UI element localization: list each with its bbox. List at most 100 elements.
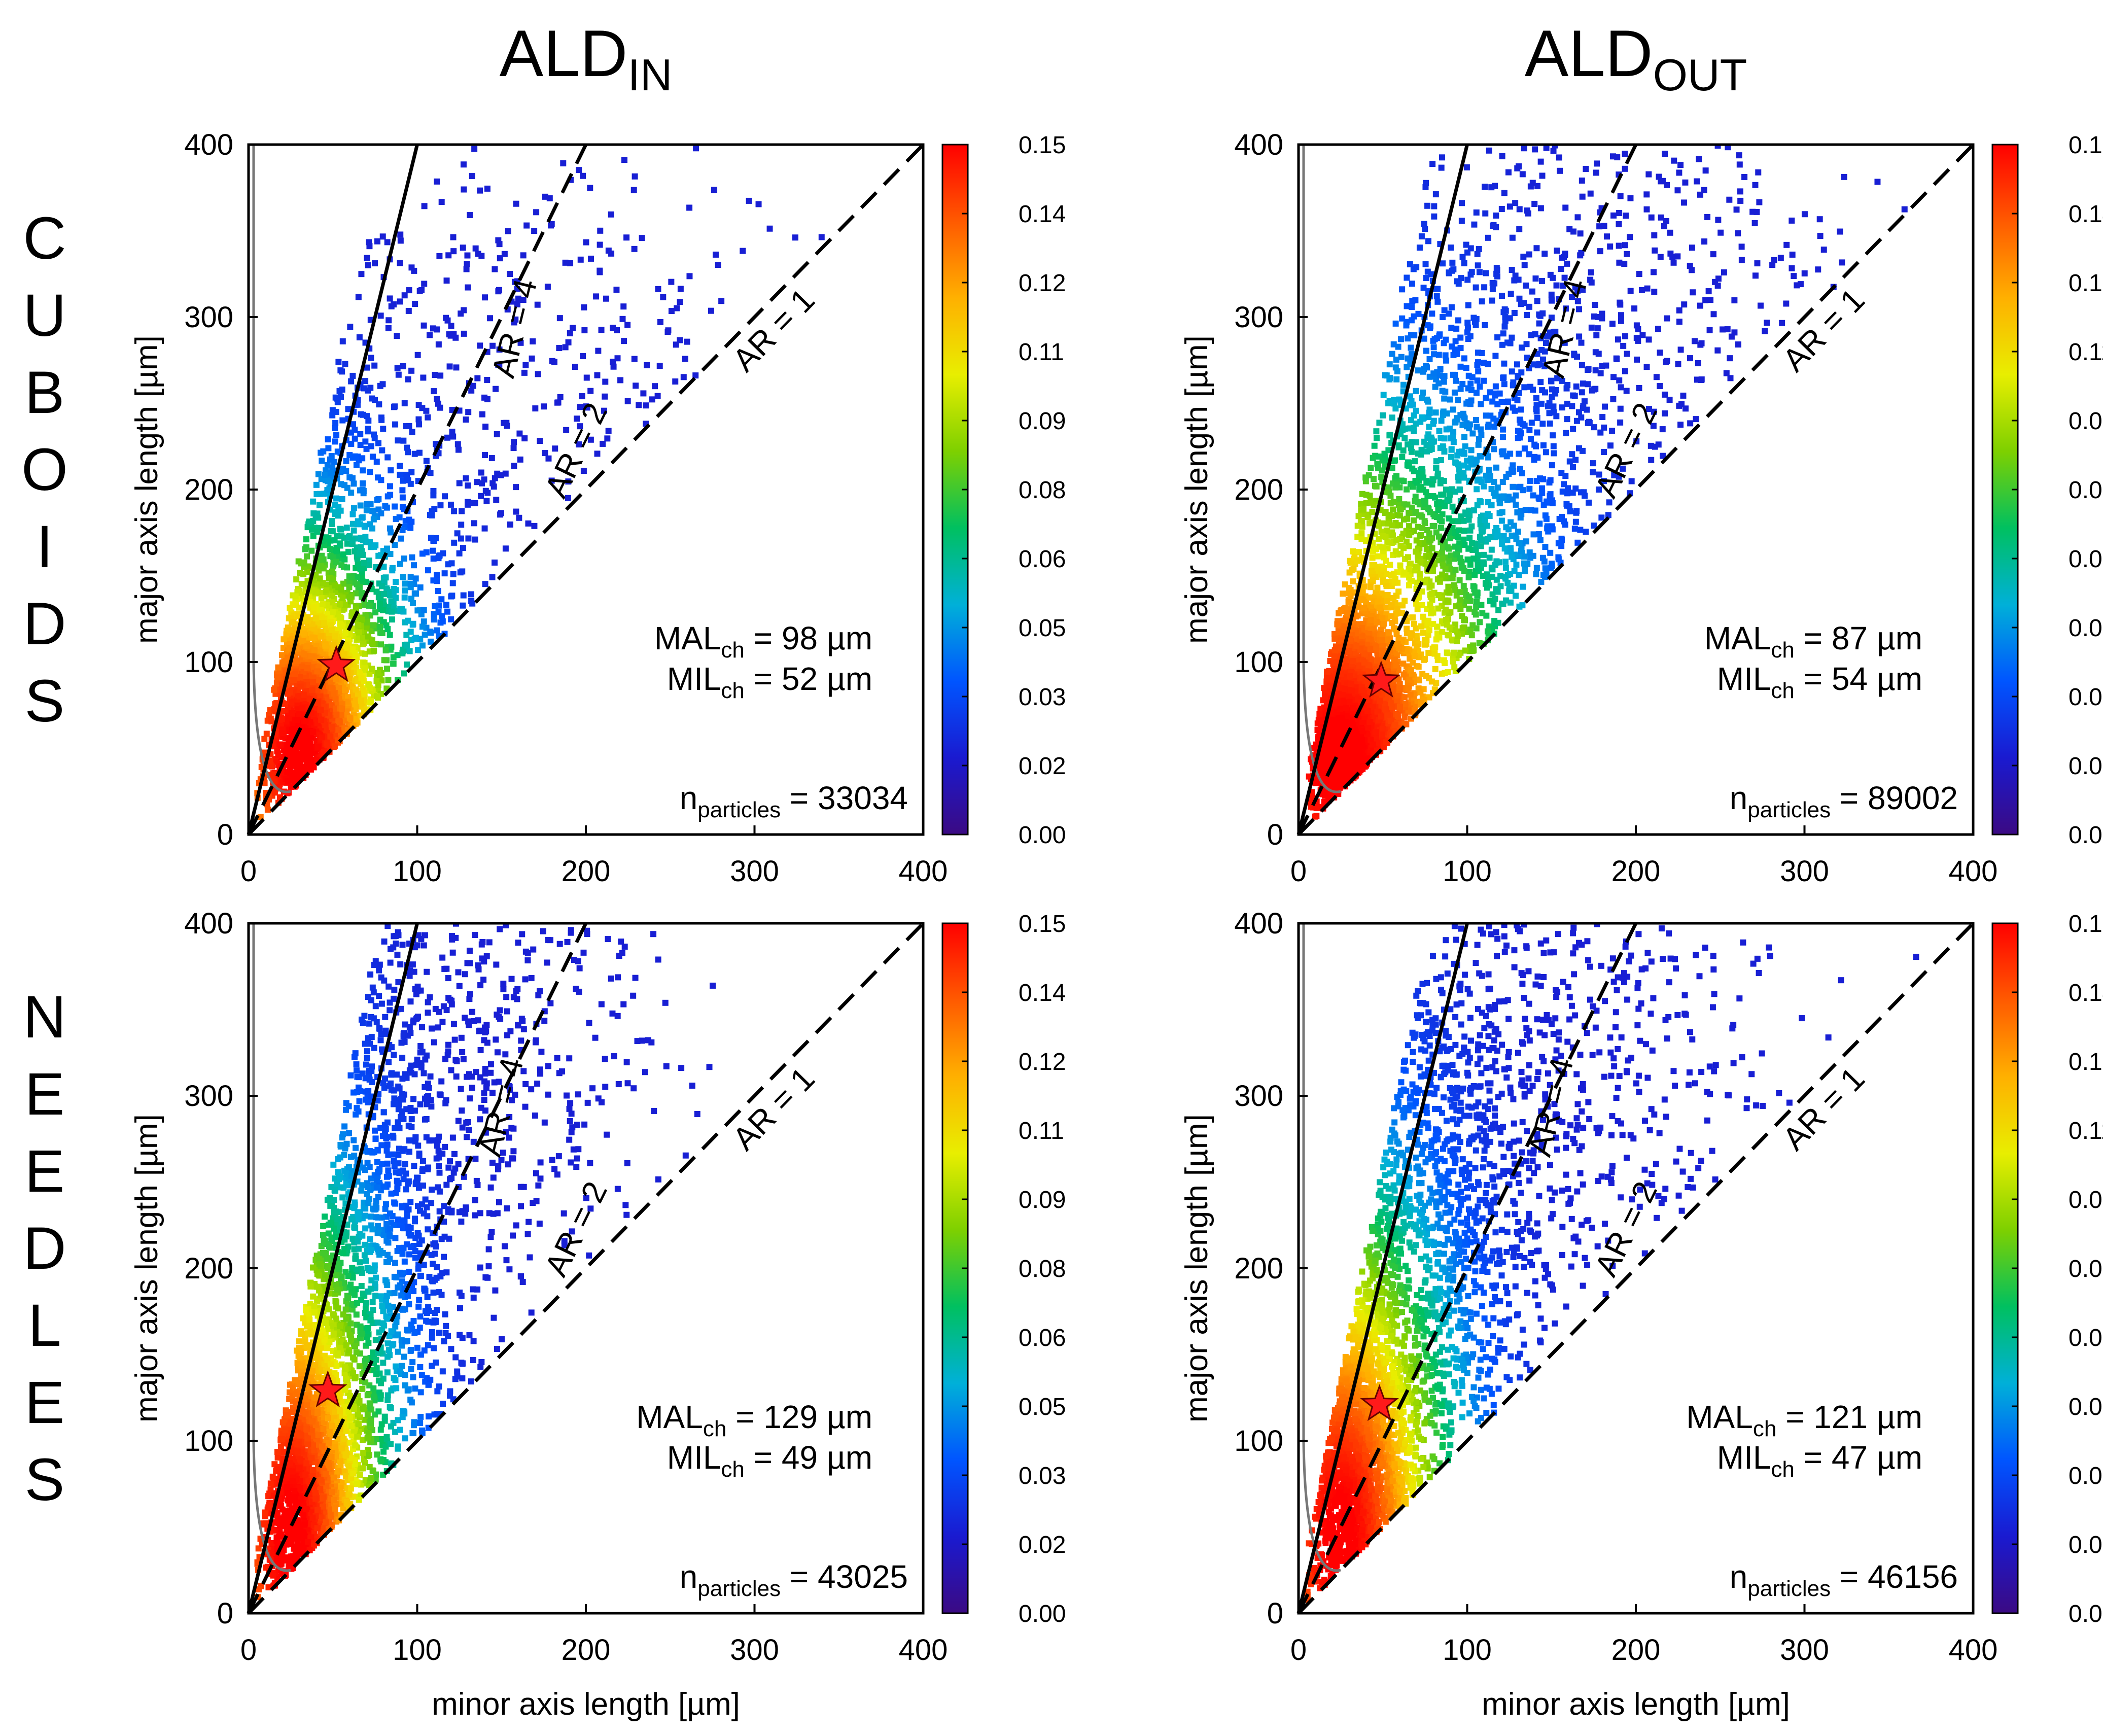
scatter-point <box>397 471 403 478</box>
scatter-point <box>444 608 451 615</box>
scatter-point <box>477 342 483 349</box>
scatter-point <box>369 454 376 460</box>
scatter-point <box>423 407 430 414</box>
scatter-point <box>474 479 480 485</box>
scatter-point <box>331 743 338 750</box>
scatter-point <box>388 467 394 474</box>
scatter-point <box>359 590 365 597</box>
scatter-point <box>1874 179 1881 185</box>
scatter-point <box>271 789 278 796</box>
scatter-point <box>565 495 571 501</box>
scatter-point <box>309 687 316 693</box>
scatter-point <box>492 475 498 481</box>
scatter-point <box>290 710 296 716</box>
scatter-point <box>544 284 551 290</box>
scatter-point <box>368 443 374 449</box>
scatter-point <box>304 643 311 649</box>
scatter-point <box>517 339 524 346</box>
scatter-point <box>378 477 384 483</box>
scatter-point <box>1589 387 1595 394</box>
scatter-point <box>1620 342 1627 349</box>
scatter-point <box>315 471 322 477</box>
scatter-point <box>540 403 547 410</box>
scatter-point <box>444 434 450 441</box>
row-title-letter: S <box>25 668 65 735</box>
scatter-point <box>523 222 530 229</box>
scatter-point <box>324 462 331 468</box>
scatter-point <box>1485 424 1491 430</box>
scatter-point <box>435 609 442 615</box>
scatter-point <box>1669 254 1676 260</box>
scatter-point <box>438 199 445 205</box>
scatter-point <box>387 646 394 653</box>
scatter-point <box>321 491 327 497</box>
scatter-point <box>420 322 427 329</box>
scatter-point <box>496 346 503 353</box>
scatter-point <box>489 342 496 349</box>
scatter-point <box>631 356 638 362</box>
scatter-point <box>746 197 752 204</box>
scatter-point <box>708 307 715 314</box>
scatter-point <box>1475 441 1482 448</box>
scatter-point <box>315 668 322 675</box>
scatter-point <box>371 260 378 267</box>
scatter-point <box>350 505 357 511</box>
scatter-point <box>408 367 415 374</box>
scatter-point <box>1839 259 1845 266</box>
scatter-point <box>1509 368 1515 375</box>
scatter-point <box>303 747 310 754</box>
scatter-point <box>337 620 343 627</box>
scatter-point <box>587 185 593 191</box>
row-title-letter: O <box>21 436 68 503</box>
scatter-point <box>387 551 394 558</box>
scatter-point <box>1525 210 1531 217</box>
scatter-point <box>384 239 391 246</box>
scatter-point <box>1574 354 1581 360</box>
scatter-point <box>405 449 411 456</box>
scatter-point <box>469 600 476 607</box>
scatter-point <box>792 234 798 241</box>
scatter-point <box>465 535 472 542</box>
scatter-point <box>363 445 370 452</box>
scatter-point <box>1509 266 1515 273</box>
scatter-point <box>1418 233 1425 239</box>
scatter-point <box>672 378 679 385</box>
scatter-point <box>1443 487 1449 493</box>
scatter-point <box>376 600 383 607</box>
scatter-point <box>581 327 588 334</box>
scatter-point <box>384 666 391 672</box>
scatter-point <box>358 536 365 542</box>
scatter-point <box>552 445 558 452</box>
scatter-point <box>1720 326 1726 333</box>
scatter-point <box>624 398 631 404</box>
scatter-point <box>565 339 572 345</box>
mal-annotation: MALch = 98 µm <box>654 620 872 663</box>
colorbar-tick-label: 0.03 <box>1019 684 1066 711</box>
scatter-point <box>339 338 346 344</box>
scatter-point <box>407 525 414 531</box>
scatter-point <box>600 440 606 447</box>
scatter-point <box>341 650 347 657</box>
scatter-point <box>366 681 372 688</box>
scatter-point <box>1473 284 1479 291</box>
scatter-point <box>1771 257 1777 263</box>
ar-line <box>247 144 588 836</box>
scatter-point <box>318 633 324 640</box>
scatter-point <box>372 609 379 616</box>
scatter-point <box>668 279 675 285</box>
scatter-point <box>1425 238 1431 245</box>
scatter-point <box>1577 230 1584 237</box>
scatter-point <box>484 396 490 402</box>
scatter-point <box>434 396 440 402</box>
scatter-point <box>1420 285 1427 291</box>
scatter-point <box>450 248 457 255</box>
scatter-point <box>414 352 421 358</box>
scatter-point <box>312 588 319 595</box>
scatter-point <box>374 238 381 245</box>
scatter-point <box>1473 417 1480 424</box>
scatter-point <box>364 255 370 261</box>
scatter-point <box>495 288 502 295</box>
scatter-point <box>482 581 488 587</box>
scatter-point <box>1714 145 1721 149</box>
scatter-point <box>522 362 529 368</box>
